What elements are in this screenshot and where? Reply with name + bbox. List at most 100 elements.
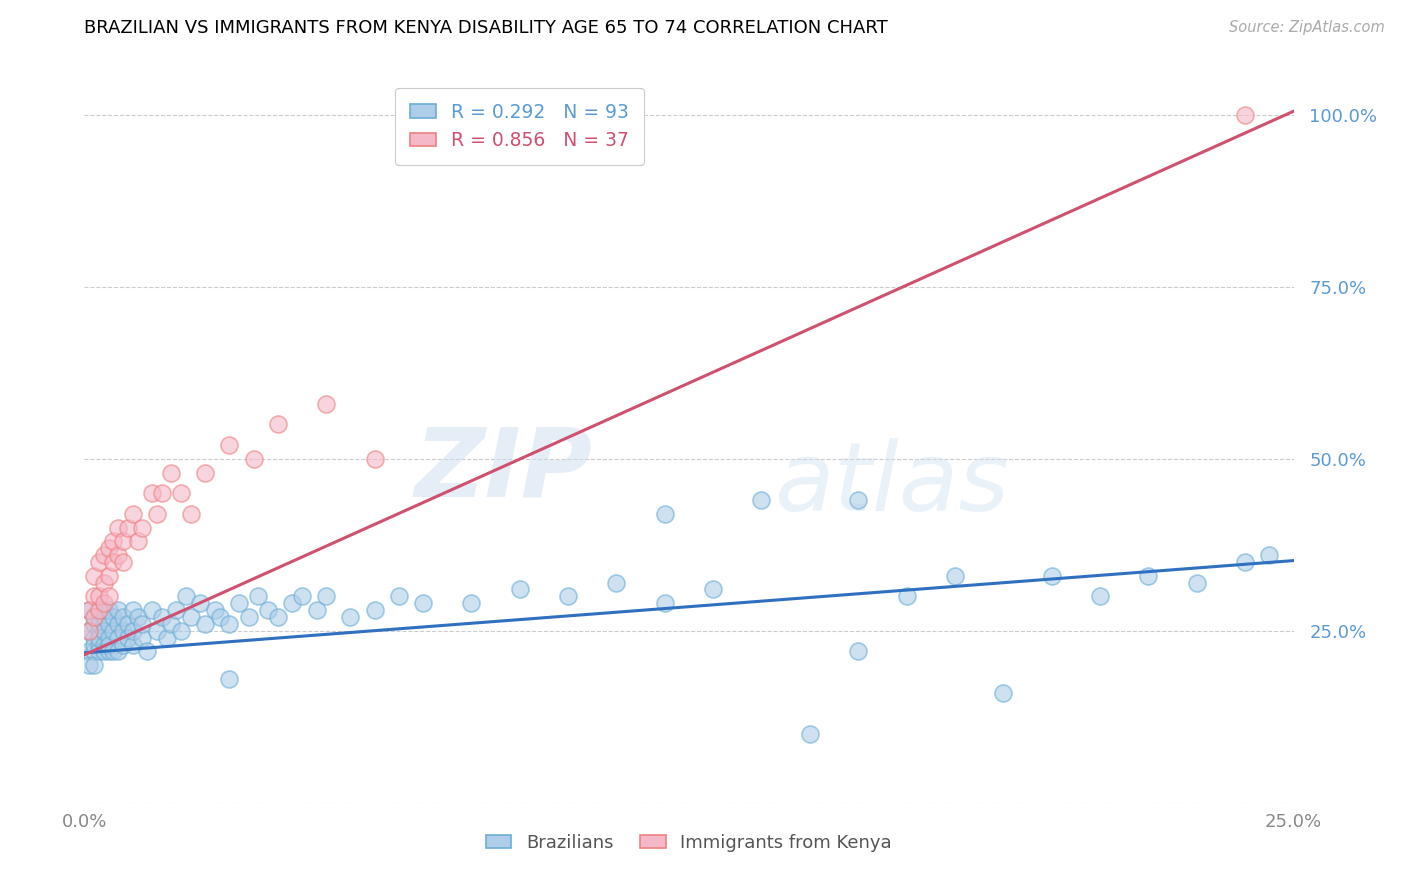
Point (87, 590, 110, 604)
Point (83, 638, 105, 652)
Point (97, 616, 120, 631)
Point (87, 603, 110, 617)
Point (112, 534, 135, 549)
Point (121, 507, 143, 521)
Point (97, 603, 120, 617)
Point (87, 631, 110, 645)
Point (83, 644, 105, 658)
Point (127, 534, 149, 549)
Point (654, 507, 676, 521)
Point (93, 638, 115, 652)
Point (291, 590, 314, 604)
Point (93, 603, 115, 617)
Point (242, 451, 264, 466)
Point (146, 507, 169, 521)
Point (150, 486, 173, 500)
Point (194, 466, 217, 480)
Point (83, 631, 105, 645)
Point (1234, 555, 1257, 569)
Point (1040, 568, 1063, 582)
Point (97, 568, 120, 582)
Point (267, 610, 290, 624)
Point (93, 575, 115, 590)
Point (121, 638, 143, 652)
Point (103, 534, 125, 549)
Point (460, 596, 482, 610)
Point (204, 603, 226, 617)
Point (1185, 575, 1208, 590)
Point (131, 631, 153, 645)
Point (83, 616, 105, 631)
Point (363, 603, 385, 617)
Point (165, 603, 187, 617)
Point (257, 603, 280, 617)
Point (93, 610, 115, 624)
Point (557, 590, 579, 604)
Point (117, 631, 139, 645)
Point (180, 610, 202, 624)
Point (267, 417, 290, 432)
Point (281, 596, 304, 610)
Point (799, 727, 821, 741)
Point (896, 590, 918, 604)
Point (112, 624, 135, 638)
Point (174, 590, 197, 604)
Point (117, 520, 139, 534)
Point (208, 610, 231, 624)
Point (112, 555, 135, 569)
Point (605, 575, 627, 590)
Point (93, 624, 115, 638)
Point (83, 590, 105, 604)
Point (97, 590, 120, 604)
Point (97, 644, 120, 658)
Point (190, 596, 212, 610)
Point (127, 610, 149, 624)
Point (121, 603, 143, 617)
Point (112, 610, 135, 624)
Point (238, 610, 260, 624)
Point (77, 603, 100, 617)
Point (194, 616, 217, 631)
Point (1258, 548, 1281, 562)
Point (170, 486, 193, 500)
Point (315, 397, 337, 411)
Point (305, 603, 328, 617)
Point (654, 596, 676, 610)
Point (77, 624, 100, 638)
Point (160, 466, 183, 480)
Point (146, 624, 169, 638)
Point (87, 638, 110, 652)
Point (77, 658, 100, 673)
Point (87, 616, 110, 631)
Point (846, 493, 869, 508)
Point (1088, 590, 1111, 604)
Point (77, 624, 100, 638)
Point (218, 438, 240, 452)
Point (136, 644, 159, 658)
Point (97, 638, 120, 652)
Point (103, 624, 125, 638)
Point (218, 616, 240, 631)
Point (170, 624, 193, 638)
Text: BRAZILIAN VS IMMIGRANTS FROM KENYA DISABILITY AGE 65 TO 74 CORRELATION CHART: BRAZILIAN VS IMMIGRANTS FROM KENYA DISAB… (84, 19, 889, 37)
Point (77, 603, 100, 617)
Point (1137, 568, 1160, 582)
Point (112, 638, 135, 652)
Point (107, 644, 129, 658)
Point (155, 631, 177, 645)
Point (141, 603, 163, 617)
Point (103, 555, 125, 569)
Point (77, 644, 100, 658)
Point (131, 616, 153, 631)
Point (150, 610, 173, 624)
Point (388, 590, 411, 604)
Point (131, 520, 153, 534)
Point (83, 610, 105, 624)
Point (97, 631, 120, 645)
Point (107, 603, 129, 617)
Point (141, 486, 163, 500)
Point (93, 596, 115, 610)
Point (93, 548, 115, 562)
Point (160, 616, 183, 631)
Point (228, 596, 250, 610)
